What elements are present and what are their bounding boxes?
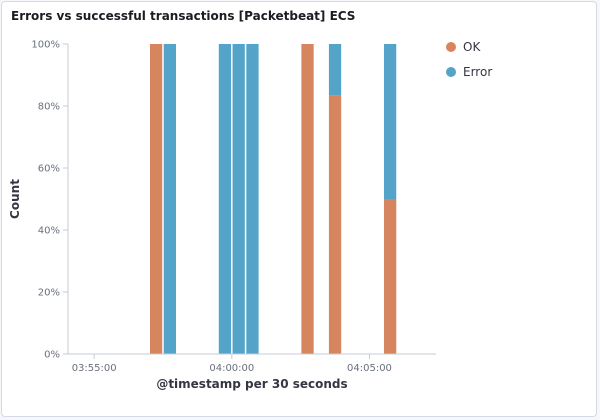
bar-error-7 [383, 44, 397, 199]
bar-error-2 [218, 44, 232, 354]
bar-ok-0 [149, 44, 163, 354]
y-tick-label-4: 80% [38, 102, 60, 113]
bar-ok-7 [383, 199, 397, 354]
legend-label-ok: OK [463, 40, 481, 54]
legend-swatch-error [446, 67, 456, 77]
y-tick-label-1: 20% [38, 288, 60, 299]
bar-ok-5 [301, 44, 314, 354]
y-tick-label-2: 40% [38, 226, 60, 237]
bar-error-4 [246, 44, 259, 354]
x-tick-label-1: 04:00:00 [209, 363, 254, 374]
bar-ok-6 [328, 95, 342, 355]
bar-error-3 [232, 44, 245, 354]
x-tick-label-2: 04:05:00 [347, 363, 392, 374]
y-tick-label-3: 60% [38, 164, 60, 175]
bars-layer [149, 44, 397, 355]
axes-layer: 0% 20% 40% 60% 80% 100% Count 03:55:00 04:00:00 0… [8, 40, 436, 391]
legend: OK Error [446, 40, 492, 79]
y-tick-label-0: 0% [44, 350, 60, 361]
x-tick-label-0: 03:55:00 [72, 363, 117, 374]
legend-swatch-ok [446, 42, 456, 52]
bar-error-1 [163, 44, 176, 354]
x-axis-title: @timestamp per 30 seconds [156, 377, 347, 391]
y-axis-title: Count [8, 179, 22, 219]
legend-label-error: Error [463, 65, 492, 79]
bar-error-6 [328, 44, 342, 96]
y-tick-label-5: 100% [31, 40, 60, 51]
panel-title: Errors vs successful transactions [Packe… [11, 9, 356, 23]
